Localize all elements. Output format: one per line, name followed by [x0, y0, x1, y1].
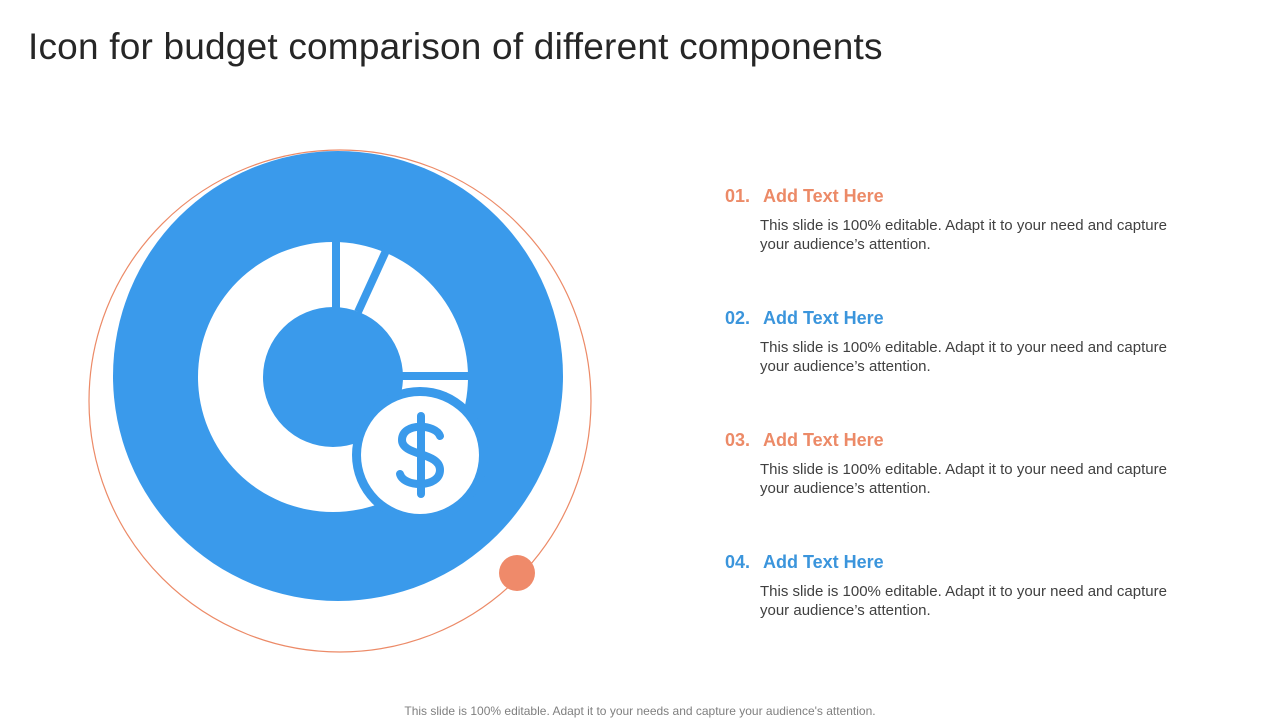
- item-body: This slide is 100% editable. Adapt it to…: [760, 339, 1167, 375]
- item-heading: Add Text Here: [763, 308, 884, 328]
- item-heading: Add Text Here: [763, 430, 884, 450]
- illustration: [88, 149, 592, 653]
- footer-note: This slide is 100% editable. Adapt it to…: [404, 704, 876, 718]
- list-item: 03. Add Text Here This slide is 100% edit…: [725, 430, 1205, 498]
- item-heading: Add Text Here: [763, 552, 884, 572]
- dollar-icon: [396, 412, 445, 498]
- list-item: 02. Add Text Here This slide is 100% edit…: [725, 308, 1205, 376]
- donut-slice: [333, 242, 468, 377]
- donut-gap: [354, 240, 394, 314]
- list-item: 04. Add Text Here This slide is 100% edit…: [725, 552, 1205, 620]
- orbit-dot: [499, 555, 535, 591]
- item-heading: Add Text Here: [763, 186, 884, 206]
- item-body: This slide is 100% editable. Adapt it to…: [760, 217, 1167, 253]
- item-number: 03.: [725, 430, 751, 450]
- slide-title: Icon for budget comparison of different …: [28, 26, 883, 67]
- item-body: This slide is 100% editable. Adapt it to…: [760, 583, 1167, 619]
- item-body: This slide is 100% editable. Adapt it to…: [760, 461, 1167, 497]
- item-number: 01.: [725, 186, 751, 206]
- orbit-ring: [88, 149, 592, 653]
- item-number: 02.: [725, 308, 751, 328]
- list-item: 01. Add Text Here This slide is 100% edit…: [725, 186, 1205, 254]
- blue-disc: [113, 151, 563, 601]
- item-number: 04.: [725, 552, 751, 572]
